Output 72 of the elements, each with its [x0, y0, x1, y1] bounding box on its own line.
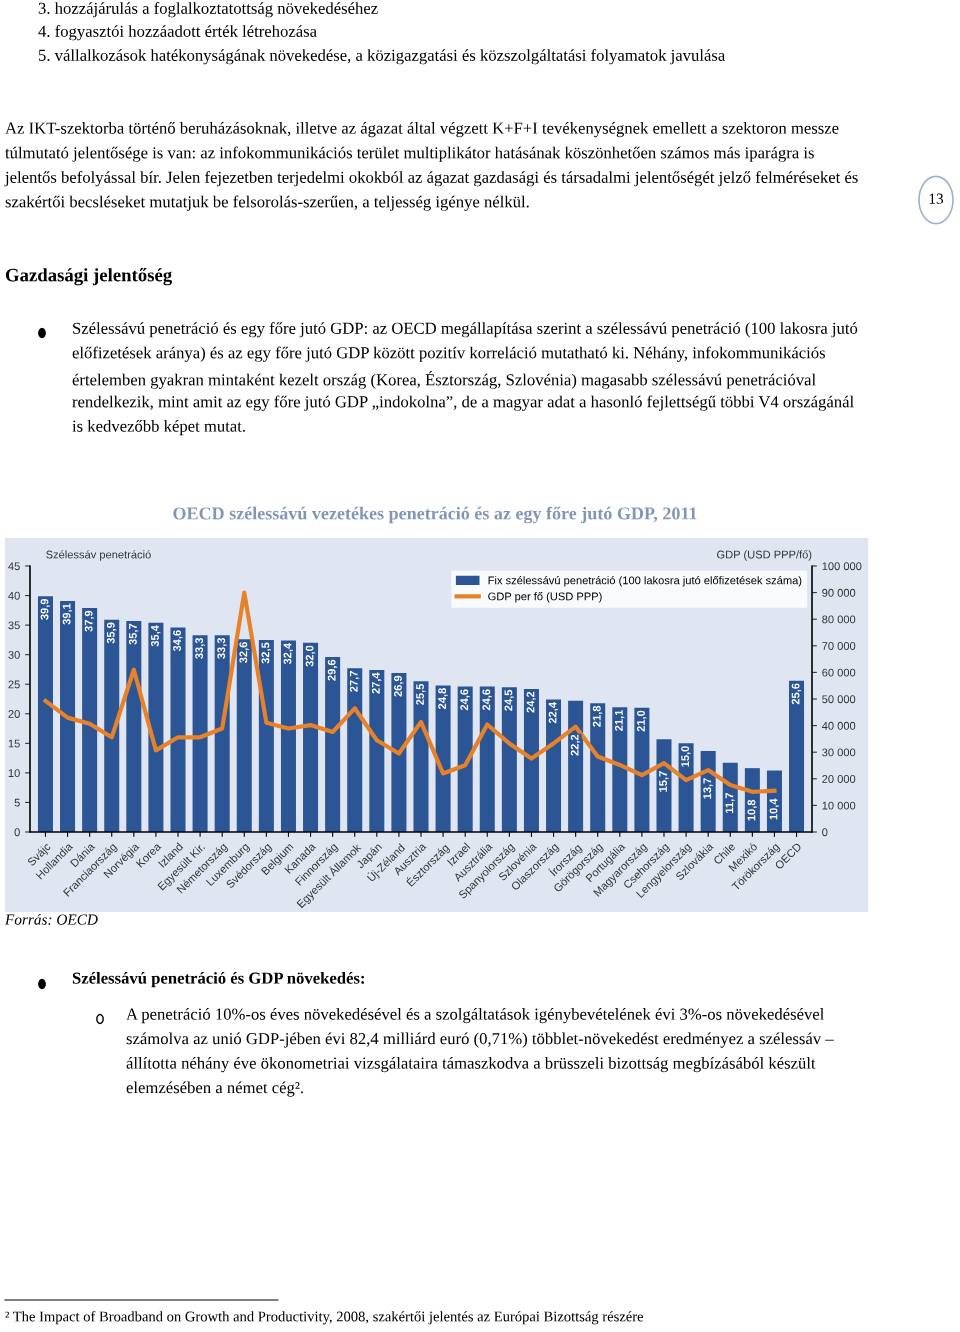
y-tick-label: 15: [8, 739, 20, 748]
data-label: 33,3: [217, 637, 227, 659]
text: Gazdasági jelentőség: [5, 268, 172, 286]
y-tick-label: 5: [14, 798, 20, 807]
data-label: 35,9: [106, 622, 117, 644]
text: 5. vállalkozások hatékonyságának növekedése, a közigazgatási és közszolgáltatási folyamatok javulása: [38, 49, 726, 65]
data-label: 24,5: [504, 689, 514, 711]
y2-tick-label: 100 000: [822, 562, 862, 571]
text: Szélessávú penetráció és egy főre jutó GDP: az OECD megállapítása szerint a szélessávú penetráció (100 lakosra jutó előfizetések aránya) és az egy főre jutó GDP között pozitív korreláció mutatható ki. Néhány, infokommunikációs értelemben gyakran mintaként kezelt ország (Korea, Észtország, Szlovénia) magasabb szélessávú penetrációval rendelkezik, mint amit az egy főre jutó GDP „indokolna”, de a magyar adat a hasonló fejlettségű többi V4 országánál is kedvezőbb képet mutat.: [72, 322, 858, 436]
y2-tick-label: 80 000: [822, 615, 856, 624]
text: 13: [929, 193, 944, 204]
legend-label: Fix szélessávú penetráció (100 lakosra jutó előfizetések száma): [488, 576, 802, 587]
text: Forrás: OECD: [4, 913, 98, 925]
data-label: 21,0: [637, 710, 647, 732]
data-label: 21,1: [614, 709, 625, 731]
y-tick-label: 25: [8, 680, 20, 689]
data-label: 25,5: [416, 683, 426, 705]
data-label: 11,7: [725, 793, 735, 813]
data-label: 24,8: [438, 688, 448, 710]
y2-tick-label: 20 000: [822, 775, 856, 783]
y-tick-label: 10: [8, 769, 20, 778]
y2-tick-label: 90 000: [822, 588, 856, 597]
data-label: 32,4: [283, 642, 294, 665]
y-axis-title: Szélessáv penetráció: [46, 550, 151, 561]
y2-tick-label: 30 000: [822, 748, 856, 757]
text: ² The Impact of Broadband on Growth and Productivity, 2008, szakértői jelentés az Európai Bizottság részére: [5, 1311, 644, 1325]
y-tick-label: 30: [8, 650, 20, 659]
data-label: 37,9: [84, 610, 95, 632]
text: 3. hozzájárulás a foglalkoztatottság növekedéséhez: [38, 2, 378, 18]
data-label: 24,6: [482, 689, 492, 711]
text: A penetráció 10%-os éves növekedésével és a szolgáltatások igénybevételének évi 3%-os növekedésével számolva az unió GDP-jében évi 82,4 milliárd euró (0,71%) többlet-növekedést eredményez a szélessáv – állította néhány éve ökonometriai vizsgálataira támaszkodva a brüsszeli bizottság megbízásából készült elemzésében a német cég².: [126, 1008, 834, 1097]
data-label: 32,6: [239, 642, 249, 664]
data-label: 32,5: [261, 642, 271, 664]
data-label: 24,6: [460, 689, 470, 711]
text: Szélessávú penetráció és GDP növekedés:: [72, 972, 364, 988]
y2-tick-label: 60 000: [822, 668, 856, 677]
data-label: 35,4: [151, 625, 161, 647]
y-tick-label: 45: [8, 562, 20, 571]
data-label: 25,6: [791, 683, 802, 705]
y-tick-label: 40: [8, 591, 20, 600]
y2-tick-label: 50 000: [822, 695, 856, 704]
data-label: 33,3: [195, 637, 205, 659]
data-label: 15,7: [659, 771, 669, 792]
data-label: 13,7: [703, 778, 713, 799]
data-label: 22,2: [570, 734, 581, 756]
y2-tick-label: 0: [822, 828, 828, 837]
y-tick-label: 35: [8, 621, 20, 630]
y2-tick-label: 70 000: [822, 642, 856, 650]
y-tick-label: 0: [14, 828, 20, 837]
y2-tick-label: 10 000: [822, 801, 856, 810]
data-label: 27,7: [349, 671, 360, 692]
data-label: 29,6: [327, 659, 338, 681]
data-label: 39,1: [62, 603, 73, 625]
data-label: 26,9: [394, 675, 404, 697]
data-label: 27,4: [371, 672, 382, 694]
data-label: 10,4: [769, 798, 780, 820]
text: Az IKT-szektorba történő beruházásoknak, illetve az ágazat által végzett K+F+I tevékenységnek emellett a szektoron messze túlmutató jelentősége is van: az infokommunikációs terület multiplikátor hatásának köszönhetően számos más iparágra is jelentős befolyással bír. Jelen fejezetben terjedelmi okokból az ágazat gazdasági és társadalmi jelentőségét jelző felméréseket és szakértői becsléseket mutatjuk be felsorolás-szerűen, a teljesség igénye nélkül.: [4, 122, 858, 211]
y2-axis-title: GDP (USD PPP/fő): [717, 550, 812, 561]
chart-title: OECD szélessávú vezetékes penetráció és az egy főre jutó GDP, 2011: [173, 506, 697, 524]
data-label: 34,6: [173, 630, 183, 652]
data-label: 10,8: [747, 799, 757, 821]
legend-label: GDP per fő (USD PPP): [488, 592, 602, 603]
data-label: 24,2: [526, 691, 537, 713]
data-label: 35,7: [128, 623, 139, 645]
data-label: 22,4: [548, 702, 559, 724]
data-label: 21,8: [592, 705, 603, 727]
y-tick-label: 20: [8, 710, 20, 718]
data-label: 32,0: [305, 645, 316, 667]
text: 4. fogyasztói hozzáadott érték létrehozása: [38, 25, 317, 41]
data-label: 39,9: [40, 598, 51, 620]
y2-tick-label: 40 000: [821, 721, 856, 730]
data-label: 15,0: [681, 746, 691, 767]
